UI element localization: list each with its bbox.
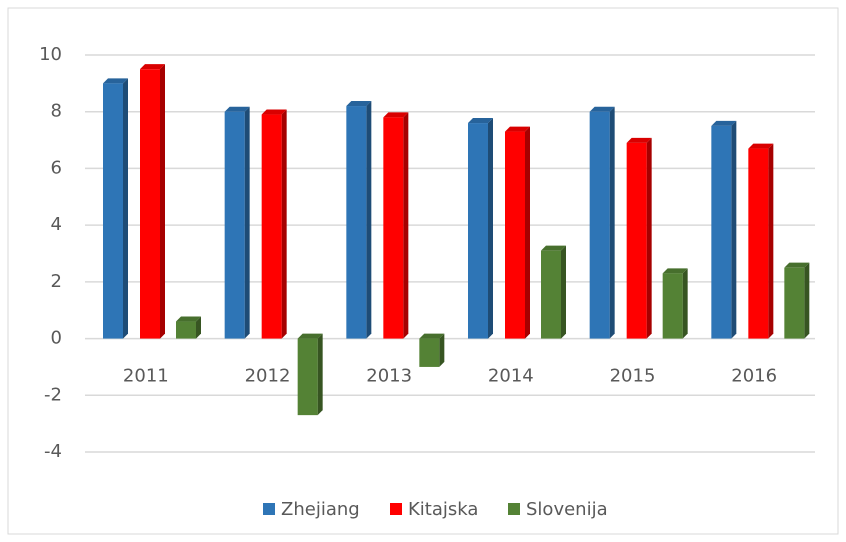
bar-front bbox=[748, 148, 769, 339]
bar-side bbox=[160, 64, 165, 339]
bar-front bbox=[297, 338, 318, 416]
bar-side bbox=[439, 333, 445, 367]
y-tick-label: 6 bbox=[51, 157, 62, 178]
bar bbox=[711, 120, 737, 339]
bar-top bbox=[419, 333, 445, 339]
bar-top bbox=[346, 101, 372, 107]
bar bbox=[748, 143, 774, 339]
bar-side bbox=[682, 268, 688, 339]
bar-top bbox=[383, 112, 409, 118]
bar-side bbox=[646, 137, 652, 339]
x-tick-label: 2016 bbox=[731, 366, 777, 387]
bar-front bbox=[176, 321, 196, 339]
bar bbox=[261, 109, 287, 339]
bar-front bbox=[261, 114, 282, 339]
bar-top bbox=[103, 78, 128, 84]
x-tick-label: 2012 bbox=[245, 366, 291, 387]
bar-top bbox=[541, 245, 566, 251]
y-tick-label: 10 bbox=[39, 44, 62, 65]
legend-label: Zhejiang bbox=[281, 499, 360, 520]
y-tick-label: 0 bbox=[51, 328, 62, 349]
bar-side bbox=[804, 262, 810, 339]
bar bbox=[662, 268, 688, 339]
y-tick-label: 2 bbox=[51, 271, 62, 292]
bar bbox=[541, 245, 566, 339]
bar bbox=[419, 333, 445, 367]
bar-front bbox=[346, 106, 367, 339]
y-tick-label: -4 bbox=[44, 441, 62, 462]
x-tick-label: 2011 bbox=[123, 366, 169, 387]
bar-front bbox=[468, 123, 488, 339]
bar-side bbox=[366, 101, 372, 339]
bar bbox=[176, 316, 201, 339]
bar-side bbox=[488, 118, 493, 339]
x-tick-label: 2015 bbox=[610, 366, 656, 387]
bar-top bbox=[784, 262, 810, 268]
bar-front bbox=[224, 111, 245, 339]
bar-top bbox=[626, 137, 652, 143]
bar-side bbox=[525, 126, 530, 339]
bar-front bbox=[103, 83, 123, 339]
bar bbox=[383, 112, 409, 339]
bar-top bbox=[176, 316, 201, 322]
bar-top bbox=[662, 268, 688, 274]
legend-swatch bbox=[390, 503, 402, 515]
y-tick-label: 8 bbox=[51, 101, 62, 122]
legend-label: Slovenija bbox=[526, 499, 608, 520]
bar-front bbox=[505, 131, 525, 339]
bar-side bbox=[281, 109, 287, 339]
bar-side bbox=[196, 316, 201, 339]
bar bbox=[224, 106, 250, 339]
bar-top bbox=[468, 118, 493, 124]
y-tick-label: 4 bbox=[51, 214, 62, 235]
bar bbox=[626, 137, 652, 339]
bar-side bbox=[123, 78, 128, 339]
bar bbox=[784, 262, 810, 339]
bar bbox=[468, 118, 493, 339]
bar-front bbox=[383, 117, 404, 339]
bar-side bbox=[768, 143, 774, 339]
y-tick-label: -2 bbox=[44, 384, 62, 405]
legend-label: Kitajska bbox=[408, 499, 478, 520]
bar-front bbox=[589, 111, 610, 339]
bar-front bbox=[419, 338, 440, 367]
bar-front bbox=[140, 69, 160, 339]
bar-top bbox=[224, 106, 250, 112]
bar-front bbox=[711, 125, 732, 339]
bar bbox=[103, 78, 128, 339]
bar bbox=[297, 333, 323, 416]
legend-swatch bbox=[263, 503, 275, 515]
bar-top bbox=[297, 333, 323, 339]
bar-front bbox=[626, 142, 647, 339]
bar-side bbox=[561, 245, 566, 339]
bar-side bbox=[731, 120, 737, 339]
bar-top bbox=[505, 126, 530, 132]
bar-side bbox=[403, 112, 409, 339]
bar-top bbox=[261, 109, 287, 115]
bar-top bbox=[589, 106, 615, 112]
bar-front bbox=[662, 273, 683, 339]
bar-front bbox=[784, 267, 805, 339]
bar bbox=[589, 106, 615, 339]
bar-side bbox=[609, 106, 615, 339]
bar bbox=[505, 126, 530, 339]
bar-front bbox=[541, 250, 561, 339]
bar-side bbox=[244, 106, 250, 339]
bar-top bbox=[711, 120, 737, 126]
bar-side bbox=[317, 333, 323, 416]
bar-top bbox=[748, 143, 774, 149]
legend-swatch bbox=[508, 503, 520, 515]
x-tick-label: 2013 bbox=[366, 366, 412, 387]
x-tick-label: 2014 bbox=[488, 366, 534, 387]
bar bbox=[140, 64, 165, 339]
bar-top bbox=[140, 64, 165, 70]
bar bbox=[346, 101, 372, 339]
